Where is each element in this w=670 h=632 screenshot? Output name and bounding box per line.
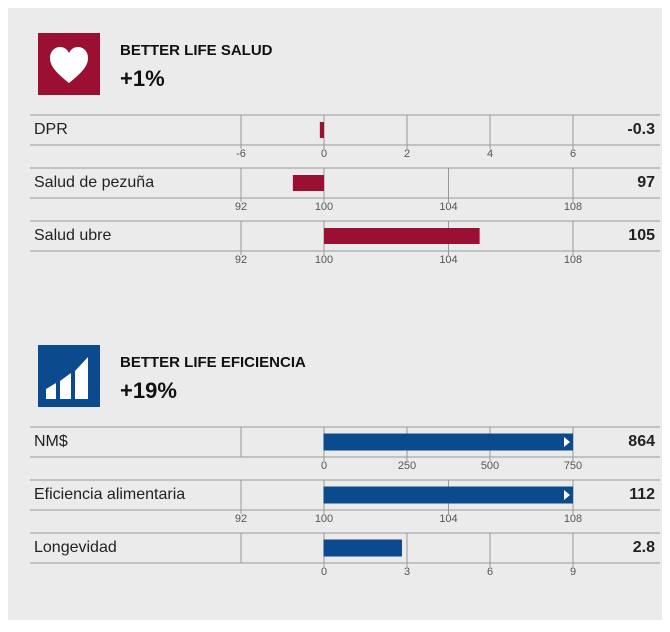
x-tick-label: 0 [321,148,327,160]
bar [324,228,480,244]
x-tick-label: 104 [439,513,457,525]
x-tick-label: 92 [235,513,247,525]
row-value: 864 [628,433,655,450]
bar [323,486,573,504]
bar [323,539,402,557]
x-tick-label: 3 [404,566,410,578]
x-tick-label: 92 [235,254,247,266]
x-tick-label: 100 [315,201,333,213]
bar [292,175,324,191]
section-change: +1% [120,66,165,91]
overflow-arrow [564,437,570,447]
bar [323,433,573,451]
x-tick-label: 4 [487,148,493,160]
bar [319,122,324,138]
x-tick-label: 104 [439,201,457,213]
row-label: Eficiencia alimentaria [34,486,185,503]
x-tick-label: 108 [564,254,582,266]
section-title: BETTER LIFE SALUD [120,42,273,59]
x-tick-label: 0 [321,460,327,472]
row-value: 2.8 [633,539,655,556]
x-tick-label: -6 [236,148,246,160]
row-label: Longevidad [34,539,117,556]
row-label: DPR [34,121,68,138]
heart-icon [50,47,88,83]
x-tick-label: 108 [564,201,582,213]
x-tick-label: 6 [487,566,493,578]
x-tick-label: 6 [570,148,576,160]
row-label: NM$ [34,433,68,450]
x-tick-label: 250 [398,460,416,472]
x-tick-label: 500 [481,460,499,472]
row-value: 112 [629,486,655,503]
x-tick-label: 750 [564,460,582,472]
x-tick-label: 108 [564,513,582,525]
bars-icon [46,357,88,399]
row-label: Salud ubre [34,227,111,244]
section-change: +19% [120,378,177,403]
overflow-arrow [564,490,570,500]
x-tick-label: 92 [235,201,247,213]
background [8,8,662,620]
x-tick-label: 100 [315,254,333,266]
section-title: BETTER LIFE EFICIENCIA [120,354,306,371]
x-tick-label: 2 [404,148,410,160]
row-value: 105 [628,227,655,244]
x-tick-label: 9 [570,566,576,578]
row-label: Salud de pezuña [34,174,154,191]
x-tick-label: 0 [321,566,327,578]
row-value: 97 [637,174,655,191]
x-tick-label: 100 [315,513,333,525]
x-tick-label: 104 [439,254,457,266]
row-value: -0.3 [627,121,655,138]
